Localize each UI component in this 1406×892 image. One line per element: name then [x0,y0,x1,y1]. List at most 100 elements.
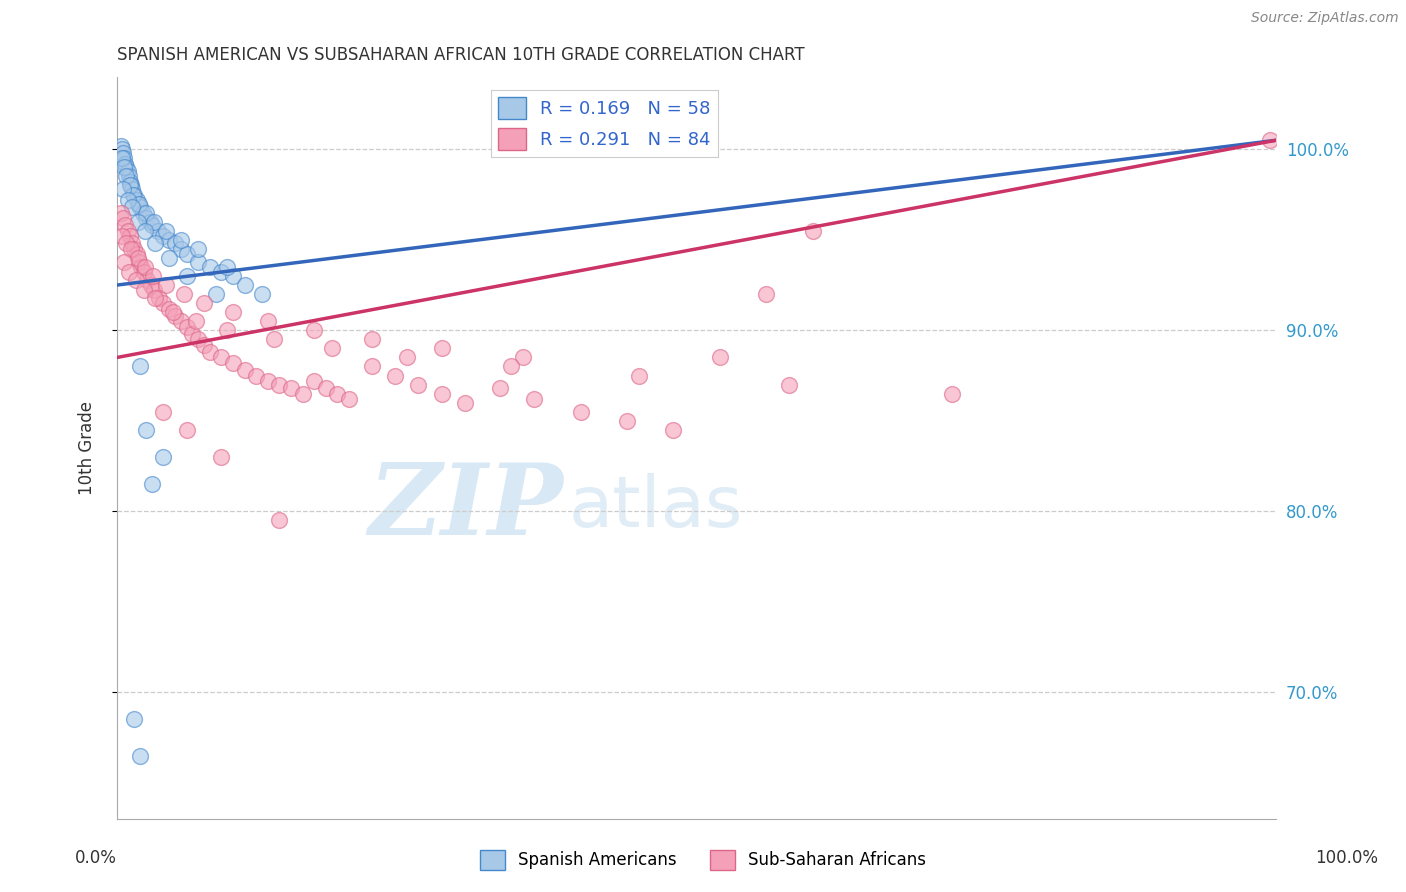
Point [181,326,204,341]
Point [129,200,152,214]
Point [117,193,139,207]
Point [222,356,245,370]
Point [121,200,143,214]
Point [152,296,174,310]
Point [127,251,149,265]
Text: 100.0%: 100.0% [1316,849,1378,867]
Point [111,182,134,196]
Point [222,268,245,283]
Point [111,145,134,160]
Point [569,405,592,419]
Point [128,196,150,211]
Point [233,363,256,377]
Point [395,351,418,365]
Point [162,305,184,319]
Point [125,193,148,207]
Point [114,157,136,171]
Point [125,247,148,261]
Point [709,351,731,365]
Point [430,386,453,401]
Point [114,219,136,233]
Point [118,178,141,193]
Point [115,161,138,175]
Point [127,196,149,211]
Point [217,323,239,337]
Text: 0.0%: 0.0% [75,849,117,867]
Point [222,305,245,319]
Text: Source: ZipAtlas.com: Source: ZipAtlas.com [1251,11,1399,25]
Point [269,513,291,527]
Point [152,405,174,419]
Point [256,374,278,388]
Point [136,272,159,286]
Point [115,169,138,184]
Point [131,205,153,219]
Text: SPANISH AMERICAN VS SUBSAHARAN AFRICAN 10TH GRADE CORRELATION CHART: SPANISH AMERICAN VS SUBSAHARAN AFRICAN 1… [117,46,804,64]
Point [111,211,134,225]
Y-axis label: 10th Grade: 10th Grade [79,401,96,495]
Point [250,287,273,301]
Point [152,229,174,244]
Point [152,450,174,464]
Point [165,236,187,251]
Point [135,211,157,225]
Point [121,236,143,251]
Point [118,169,141,184]
Point [120,178,142,193]
Point [124,272,146,286]
Point [245,368,267,383]
Point [142,268,165,283]
Point [115,236,138,251]
Point [134,260,156,274]
Point [157,233,180,247]
Point [148,291,170,305]
Point [256,314,278,328]
Point [198,345,221,359]
Point [176,268,198,283]
Point [118,265,141,279]
Point [117,164,139,178]
Point [187,242,209,256]
Point [157,251,180,265]
Point [263,332,285,346]
Point [143,236,166,251]
Point [165,309,187,323]
Point [184,314,207,328]
Point [132,265,155,279]
Point [233,278,256,293]
Point [269,377,291,392]
Point [209,450,232,464]
Text: ZIP: ZIP [368,459,564,556]
Point [129,748,152,763]
Point [430,342,453,356]
Point [141,477,163,491]
Point [941,386,963,401]
Point [111,152,134,166]
Point [124,242,146,256]
Point [111,229,134,244]
Point [198,260,221,274]
Point [523,392,546,406]
Point [155,278,177,293]
Point [143,215,166,229]
Point [146,224,169,238]
Point [488,381,510,395]
Point [326,386,349,401]
Point [138,215,160,229]
Point [204,287,226,301]
Point [755,287,778,301]
Point [193,296,215,310]
Point [337,392,360,406]
Point [315,381,337,395]
Point [454,395,477,409]
Point [112,152,135,166]
Point [112,161,135,175]
Point [110,138,132,153]
Point [176,319,198,334]
Point [662,423,685,437]
Point [361,332,384,346]
Point [131,260,153,274]
Point [302,323,325,337]
Point [129,359,152,374]
Point [155,224,177,238]
